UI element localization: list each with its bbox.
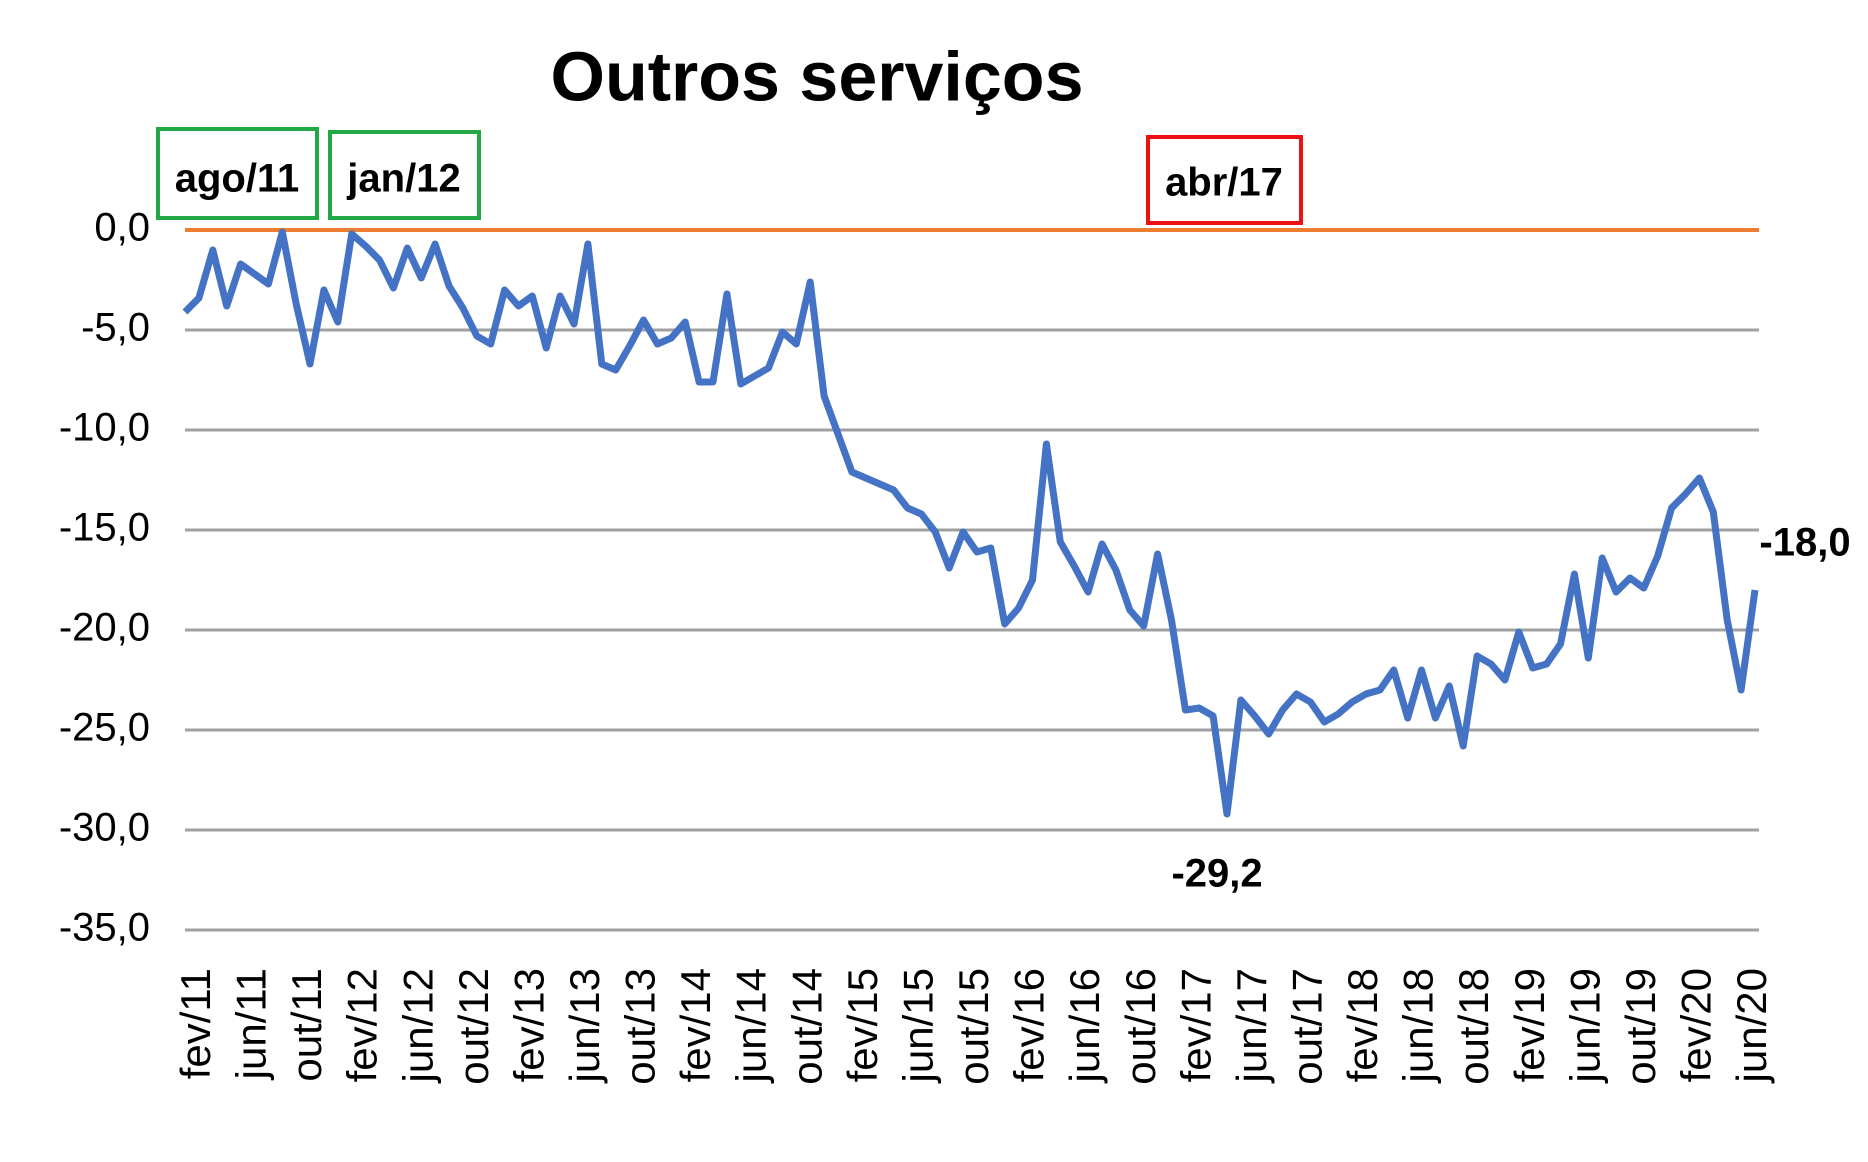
x-tick-label: fev/20 (1673, 968, 1720, 1082)
x-tick-label: out/15 (950, 968, 997, 1085)
x-tick-label: out/19 (1617, 968, 1664, 1085)
annotation: ago/11 (175, 157, 300, 201)
x-tick-label: out/14 (783, 968, 830, 1085)
annotation-box (156, 127, 319, 220)
annotation: jan/12 (346, 157, 460, 201)
chart-title: Outros serviços (551, 37, 1084, 115)
y-tick-label: -5,0 (81, 306, 150, 350)
x-tick-label: out/12 (450, 968, 497, 1085)
x-tick-label: fev/16 (1006, 968, 1053, 1082)
x-tick-label: jun/15 (894, 968, 941, 1084)
data-label: -18,0 (1759, 521, 1850, 565)
y-tick-label: -15,0 (59, 506, 150, 550)
x-tick-label: fev/15 (839, 968, 886, 1082)
x-tick-label: fev/19 (1506, 968, 1553, 1082)
x-tick-label: out/11 (283, 968, 330, 1082)
x-tick-label: jun/13 (561, 968, 608, 1084)
x-tick-label: jun/17 (1228, 968, 1275, 1084)
annotation-box (328, 130, 481, 220)
x-tick-label: jun/11 (228, 968, 275, 1081)
x-tick-label: out/17 (1283, 968, 1330, 1085)
line (182, 228, 1759, 818)
y-tick-label: -35,0 (59, 906, 150, 950)
y-tick-label: 0,0 (94, 206, 150, 250)
y-tick-label: -30,0 (59, 806, 150, 850)
y-tick-label: -25,0 (59, 706, 150, 750)
x-tick-label: fev/17 (1172, 968, 1219, 1082)
y-tick-label: -20,0 (59, 606, 150, 650)
x-tick-label: out/18 (1450, 968, 1497, 1085)
x-tick-label: jun/14 (728, 968, 775, 1084)
y-tick-label: -10,0 (59, 406, 150, 450)
x-tick-label: out/13 (617, 968, 664, 1085)
x-tick-label: fev/14 (672, 968, 719, 1082)
annotation-box (1146, 135, 1303, 225)
x-tick-label: fev/18 (1339, 968, 1386, 1082)
x-tick-label: jun/18 (1395, 968, 1442, 1084)
x-tick-label: jun/16 (1061, 968, 1108, 1084)
x-tick-label: fev/11 (172, 968, 219, 1079)
x-tick-label: jun/19 (1561, 968, 1608, 1084)
x-tick-label: jun/20 (1728, 968, 1775, 1084)
data-label: -29,2 (1171, 852, 1262, 896)
x-tick-label: out/16 (1117, 968, 1164, 1085)
x-tick-label: fev/13 (505, 968, 552, 1082)
annotation: abr/17 (1165, 161, 1283, 205)
x-tick-label: jun/12 (394, 968, 441, 1084)
x-tick-label: fev/12 (339, 968, 386, 1082)
